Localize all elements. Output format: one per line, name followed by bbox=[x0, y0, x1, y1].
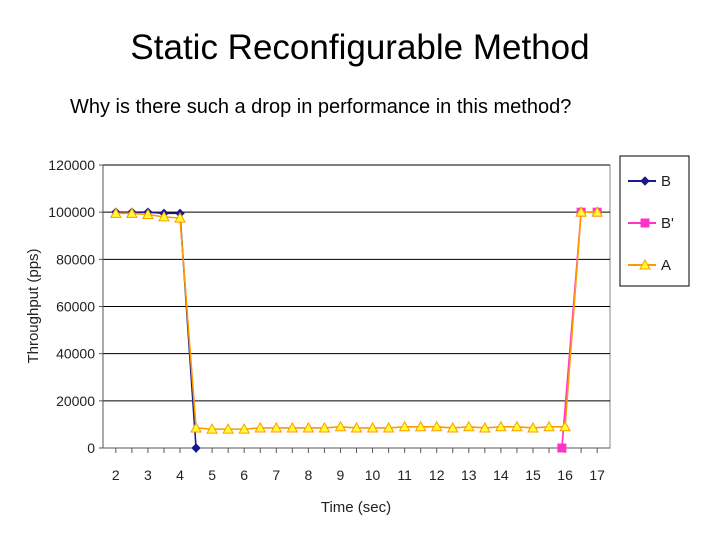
data-series bbox=[109, 206, 604, 453]
data-point bbox=[398, 420, 411, 432]
data-point bbox=[511, 420, 523, 432]
data-point bbox=[318, 421, 331, 433]
y-tick-label: 100000 bbox=[48, 204, 95, 220]
data-point bbox=[414, 420, 427, 432]
legend-box bbox=[619, 155, 690, 287]
data-point bbox=[350, 421, 363, 433]
data-point bbox=[446, 421, 459, 433]
slide-subtitle: Why is there such a drop in performance … bbox=[70, 96, 572, 118]
x-tick-label: 5 bbox=[208, 467, 216, 483]
legend-marker bbox=[639, 258, 651, 270]
data-point bbox=[142, 208, 154, 220]
data-point bbox=[302, 421, 315, 433]
x-tick-label: 12 bbox=[429, 467, 445, 483]
legend: B B' A bbox=[619, 155, 690, 287]
data-point bbox=[206, 423, 218, 434]
data-point bbox=[174, 212, 186, 223]
legend-item: B bbox=[628, 173, 671, 190]
legend-label: B bbox=[661, 173, 671, 190]
data-point bbox=[254, 421, 267, 433]
data-point bbox=[527, 421, 539, 433]
data-point bbox=[479, 421, 491, 433]
legend-item: A bbox=[628, 257, 671, 274]
data-point bbox=[575, 206, 587, 217]
x-tick-label: 10 bbox=[365, 467, 381, 483]
legend-item: B' bbox=[628, 215, 674, 232]
y-tick-label: 120000 bbox=[48, 157, 95, 173]
x-tick-label: 7 bbox=[272, 467, 280, 483]
x-tick-label: 16 bbox=[557, 467, 573, 483]
y-axis-label: Throughput (pps) bbox=[25, 248, 42, 363]
x-tick-label: 9 bbox=[337, 467, 345, 483]
y-tick-label: 20000 bbox=[56, 393, 95, 409]
x-tick-label: 15 bbox=[525, 467, 541, 483]
data-point bbox=[158, 210, 170, 222]
legend-marker bbox=[640, 176, 650, 186]
data-point bbox=[430, 420, 443, 432]
slide-title: Static Reconfigurable Method bbox=[130, 28, 590, 67]
data-point bbox=[190, 421, 202, 433]
data-point bbox=[557, 443, 567, 453]
data-point bbox=[334, 420, 347, 432]
x-tick-label: 6 bbox=[240, 467, 248, 483]
y-tick-label: 40000 bbox=[56, 346, 95, 362]
x-tick-label: 11 bbox=[397, 467, 412, 483]
x-tick-label: 3 bbox=[144, 467, 152, 483]
legend-marker bbox=[640, 218, 650, 228]
data-point bbox=[109, 207, 122, 218]
x-tick-label: 2 bbox=[112, 467, 120, 483]
x-tick-label: 4 bbox=[176, 467, 184, 483]
data-point bbox=[366, 421, 379, 433]
data-point bbox=[559, 420, 571, 432]
y-tick-label: 60000 bbox=[56, 299, 95, 315]
y-tick-label: 80000 bbox=[56, 251, 95, 267]
legend-label: A bbox=[661, 257, 671, 274]
x-axis-label: Time (sec) bbox=[321, 499, 391, 516]
y-tick-labels: 0 20000 40000 60000 80000 100000 120000 bbox=[48, 157, 103, 456]
legend-label: B' bbox=[661, 215, 674, 232]
data-point bbox=[270, 421, 283, 433]
data-point bbox=[591, 206, 604, 217]
data-point bbox=[238, 423, 251, 434]
data-point bbox=[222, 423, 234, 434]
x-tick-label: 13 bbox=[461, 467, 477, 483]
x-tick-label: 17 bbox=[589, 467, 605, 483]
series-a bbox=[109, 206, 604, 434]
y-tick-label: 0 bbox=[87, 440, 95, 456]
data-point bbox=[543, 420, 555, 432]
data-point bbox=[382, 421, 395, 433]
data-point bbox=[191, 443, 201, 453]
data-point bbox=[495, 420, 507, 432]
data-point bbox=[126, 207, 138, 218]
x-tick-label: 8 bbox=[304, 467, 312, 483]
x-tick-labels: 2 3 4 5 6 7 8 9 10 11 12 13 14 15 16 17 bbox=[112, 448, 605, 483]
data-point bbox=[462, 420, 475, 432]
data-point bbox=[286, 421, 299, 433]
x-tick-label: 14 bbox=[493, 467, 509, 483]
